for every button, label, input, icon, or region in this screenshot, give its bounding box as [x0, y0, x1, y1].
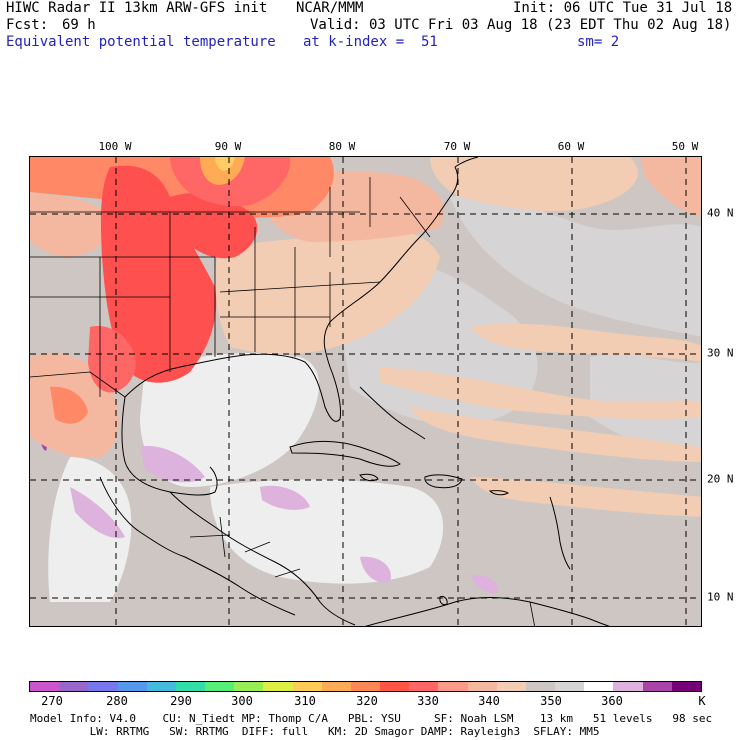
colorbar-swatch — [205, 682, 235, 691]
lat-label-10n: 10 N — [707, 590, 734, 604]
colorbar-swatch — [292, 682, 322, 691]
colorbar-swatch — [88, 682, 118, 691]
colorbar-swatch — [671, 682, 701, 691]
lon-label-50w: 50 W — [671, 140, 699, 153]
colorbar-swatch — [525, 682, 556, 691]
colorbar-label-310: 310 — [294, 694, 316, 708]
colorbar-label-330: 330 — [417, 694, 439, 708]
colorbar-label-350: 350 — [540, 694, 562, 708]
colorbar-swatch — [438, 682, 468, 691]
lon-label-100w: 100 W — [98, 140, 132, 153]
lat-label-30n: 30 N — [707, 346, 734, 360]
model-title: HIWC Radar II 13km ARW-GFS init — [6, 0, 268, 16]
colorbar-label-340: 340 — [478, 694, 500, 708]
model-info-line1: Model Info: V4.0 CU: N_Tiedt MP: Thomp C… — [30, 712, 713, 725]
field-name: Equivalent potential temperature — [6, 34, 276, 50]
colorbar-label-360: 360 — [601, 694, 623, 708]
colorbar-swatch — [59, 682, 89, 691]
colorbar-label-280: 280 — [106, 694, 128, 708]
colorbar-swatch — [117, 682, 147, 691]
colorbar-label-320: 320 — [356, 694, 378, 708]
color-scale-bar — [29, 681, 702, 692]
smoothing-label: sm= 2 — [577, 34, 620, 50]
colorbar-label-300: 300 — [231, 694, 253, 708]
colorbar-swatch — [175, 682, 206, 691]
colorbar-swatch — [321, 682, 351, 691]
colorbar-unit-label: K — [698, 694, 706, 708]
valid-time: Valid: 03 UTC Fri 03 Aug 18 (23 EDT Thu … — [310, 17, 732, 33]
colorbar-swatch — [350, 682, 381, 691]
forecast-hour: 69 h — [62, 17, 96, 33]
colorbar-swatch — [30, 682, 60, 691]
lat-label-40n: 40 N — [707, 206, 734, 220]
colorbar-swatch — [496, 682, 526, 691]
colorbar-swatch — [146, 682, 176, 691]
colorbar-swatch — [234, 682, 264, 691]
lon-label-80w: 80 W — [328, 140, 356, 153]
lon-label-60w: 60 W — [557, 140, 585, 153]
colorbar-swatch — [263, 682, 293, 691]
colorbar-swatch — [613, 682, 643, 691]
institution-label: NCAR/MMM — [296, 0, 364, 16]
colorbar-swatch — [642, 682, 672, 691]
colorbar-swatch — [380, 682, 410, 691]
forecast-label: Fcst: — [6, 17, 49, 33]
lon-label-70w: 70 W — [443, 140, 471, 153]
colorbar-label-290: 290 — [170, 694, 192, 708]
lon-label-90w: 90 W — [214, 140, 242, 153]
lat-label-20n: 20 N — [707, 472, 734, 486]
init-time: Init: 06 UTC Tue 31 Jul 18 — [513, 0, 733, 16]
map-canvas — [30, 157, 701, 626]
colorbar-swatch — [584, 682, 614, 691]
colorbar-swatch — [555, 682, 585, 691]
theta-e-map — [29, 156, 702, 627]
model-info-line2: LW: RRTMG SW: RRTMG DIFF: full KM: 2D Sm… — [30, 725, 600, 738]
colorbar-swatch — [409, 682, 439, 691]
level-index: at k-index = 51 — [303, 34, 438, 50]
colorbar-swatch — [467, 682, 497, 691]
colorbar-label-270: 270 — [41, 694, 63, 708]
